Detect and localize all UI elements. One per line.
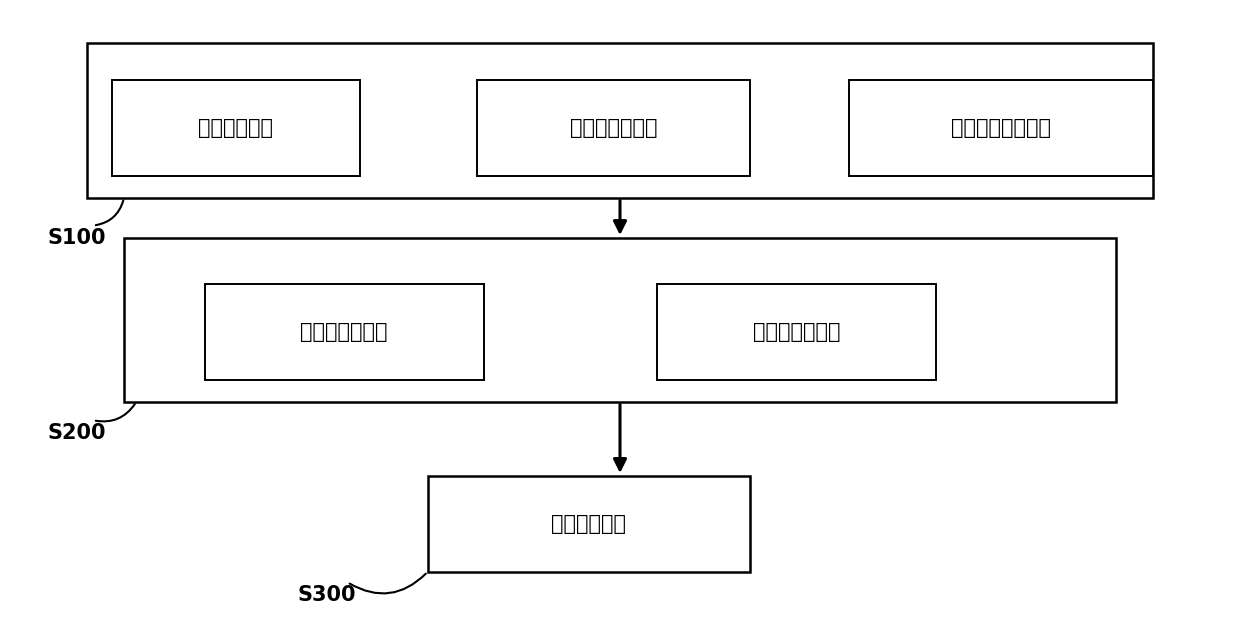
Bar [124,238,1116,402]
Text: 动力源监测信号: 动力源监测信号 [570,118,657,138]
Bar [205,284,484,380]
Text: 制动起始点搜寻: 制动起始点搜寻 [753,322,841,342]
Text: S200: S200 [47,423,105,442]
Bar [87,43,1153,198]
Bar [849,80,1153,176]
Text: S100: S100 [47,228,105,248]
Bar [657,284,936,380]
Bar [428,476,750,572]
Text: 车辆状态监测信号: 车辆状态监测信号 [951,118,1052,138]
Bar [112,80,360,176]
Bar [477,80,750,176]
Text: 路况识别分析: 路况识别分析 [198,118,273,138]
Text: 制动优化调整: 制动优化调整 [552,514,626,534]
Text: 制动终止点搜寻: 制动终止点搜寻 [300,322,388,342]
Text: S300: S300 [298,585,356,604]
